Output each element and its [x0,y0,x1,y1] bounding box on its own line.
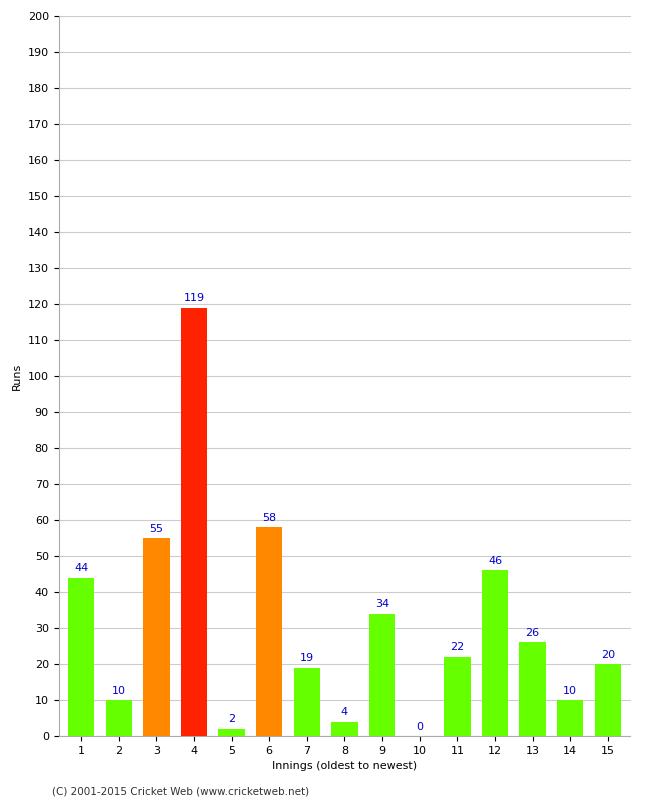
Y-axis label: Runs: Runs [12,362,22,390]
Text: 55: 55 [150,524,163,534]
Bar [105,700,132,736]
Text: 19: 19 [300,654,314,663]
Bar [143,538,170,736]
Bar [256,527,282,736]
Text: 58: 58 [262,513,276,523]
Text: (C) 2001-2015 Cricket Web (www.cricketweb.net): (C) 2001-2015 Cricket Web (www.cricketwe… [52,786,309,796]
Bar [181,308,207,736]
Text: 26: 26 [526,628,540,638]
Text: 34: 34 [375,599,389,610]
Text: 10: 10 [112,686,125,696]
Text: 44: 44 [74,563,88,574]
Bar [218,729,245,736]
Bar [294,667,320,736]
Text: 20: 20 [601,650,615,660]
Text: 2: 2 [228,714,235,725]
Text: 22: 22 [450,642,465,653]
Text: 10: 10 [564,686,577,696]
Bar [519,642,546,736]
Text: 119: 119 [183,294,205,303]
Text: 46: 46 [488,556,502,566]
Text: 0: 0 [416,722,423,732]
Bar [369,614,395,736]
X-axis label: Innings (oldest to newest): Innings (oldest to newest) [272,762,417,771]
Bar [444,657,471,736]
Text: 4: 4 [341,707,348,718]
Bar [595,664,621,736]
Bar [482,570,508,736]
Bar [557,700,584,736]
Bar [332,722,358,736]
Bar [68,578,94,736]
